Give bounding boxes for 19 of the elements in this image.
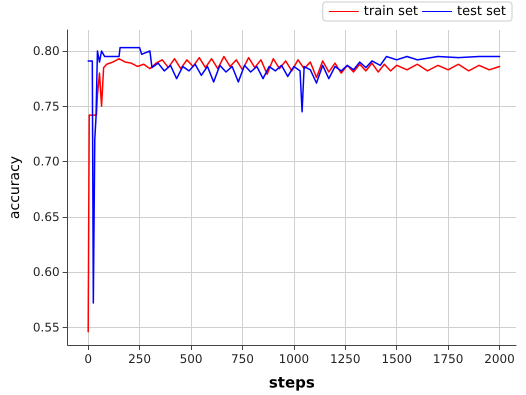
x-tick-label: 750: [230, 352, 254, 366]
x-tick-label: 0: [84, 352, 92, 366]
x-tick-label: 1750: [432, 352, 464, 366]
y-tick-label: 0.70: [32, 154, 60, 169]
y-tick-label: 0.60: [32, 265, 60, 280]
x-tick-label: 1250: [330, 352, 361, 366]
x-tick-label: 1000: [278, 352, 310, 366]
x-tick-label: 1500: [381, 352, 412, 366]
y-axis-title: accuracy: [7, 156, 23, 220]
legend-label: train set: [364, 4, 418, 19]
y-tick-label: 0.80: [32, 44, 60, 58]
y-tick-label: 0.75: [32, 99, 60, 114]
x-axis-title: steps: [268, 374, 315, 392]
x-tick-label: 2000: [484, 352, 515, 366]
x-tick-label: 500: [180, 352, 202, 366]
x-tick-label: 250: [128, 352, 152, 366]
y-tick-label: 0.55: [32, 320, 60, 334]
y-tick-label: 0.65: [32, 210, 60, 224]
legend-label: test set: [457, 4, 506, 19]
